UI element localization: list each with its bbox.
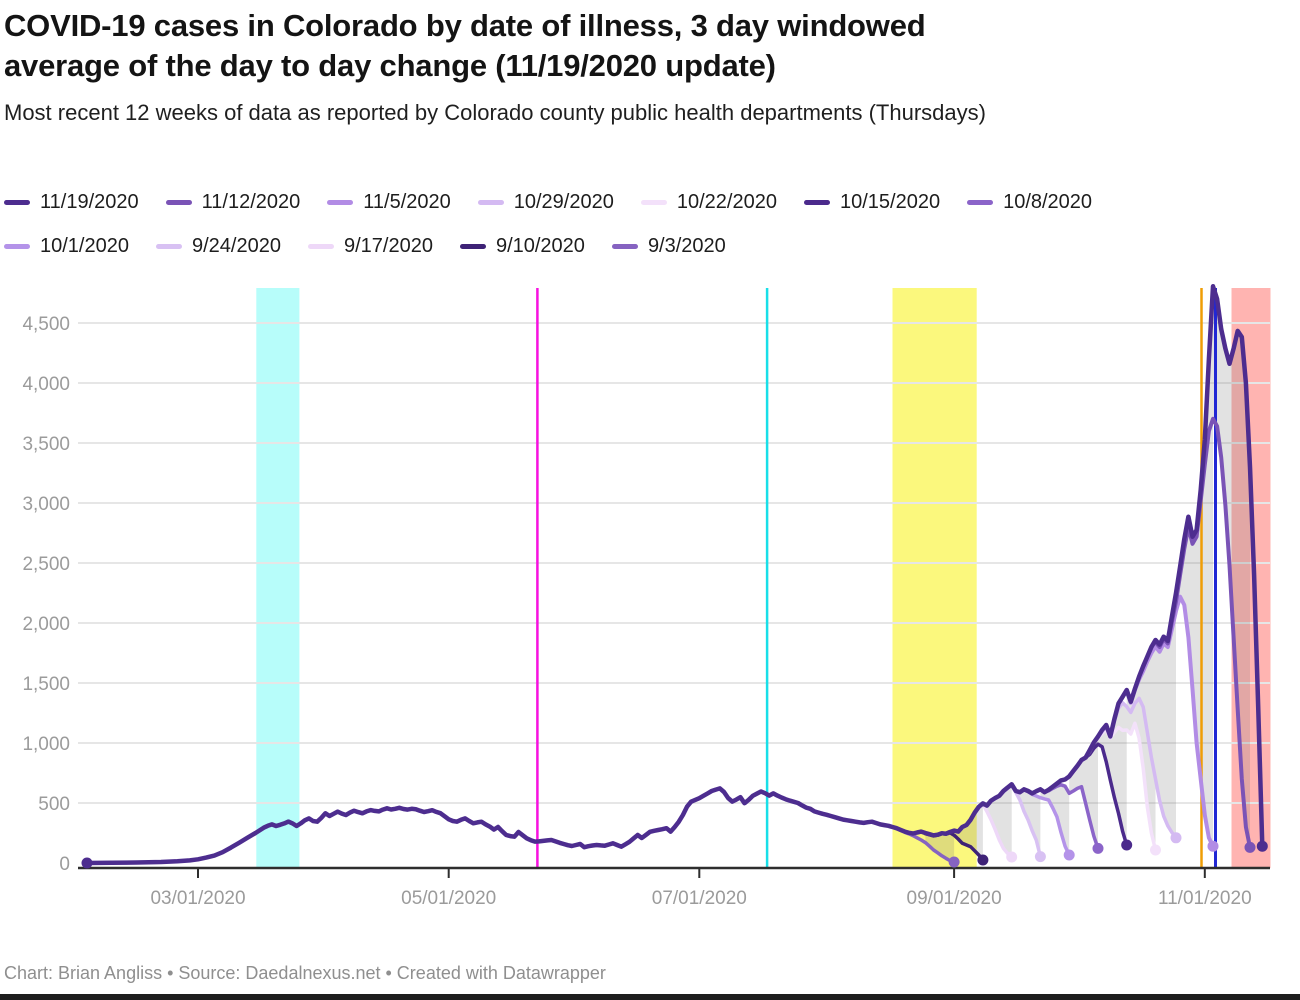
bottom-border-bar — [0, 994, 1300, 1000]
y-tick-label: 0 — [59, 854, 70, 875]
series-line-11/19/2020 — [84, 284, 1265, 866]
legend-item: 10/15/2020 — [803, 190, 941, 214]
y-tick-label: 500 — [38, 794, 70, 815]
march-highlight-band — [256, 288, 300, 868]
diff-fill — [1155, 286, 1250, 848]
x-tick-label: 07/01/2020 — [652, 888, 747, 909]
x-tick-label: 05/01/2020 — [401, 888, 496, 909]
legend-row-2: 10/1/2020 9/24/2020 9/17/2020 9/10/2020 9/3/… — [4, 224, 1294, 268]
series-end-dot-9/10/2020 — [977, 854, 989, 866]
legend-swatch — [155, 243, 182, 249]
legend-label: 10/15/2020 — [839, 190, 941, 213]
series-end-dot-9/17/2020 — [1006, 851, 1018, 863]
chart-canvas: 0 500 1,000 1,500 2,000 2,500 3,000 3,500 4,000 4… — [22, 284, 1271, 909]
chart-area: 0 500 1,000 1,500 2,000 2,500 3,000 3,500 4,000 4… — [0, 270, 1300, 960]
legend-label: 9/10/2020 — [495, 234, 585, 257]
legend-label: 9/3/2020 — [647, 234, 726, 257]
legend-label: 10/8/2020 — [1003, 190, 1093, 213]
y-tick-label: 3,000 — [22, 494, 70, 515]
legend-label: 10/22/2020 — [676, 190, 777, 213]
series-end-dot-9/3/2020 — [948, 856, 960, 868]
legend-swatch — [307, 243, 334, 249]
legend-label: 10/1/2020 — [40, 234, 129, 257]
plot-bands — [256, 288, 1271, 868]
diff-fill — [1011, 785, 1041, 857]
series-end-dot-10/1/2020 — [1063, 849, 1075, 861]
diff-fill — [1126, 611, 1176, 838]
legend-swatch — [459, 243, 486, 249]
legend-swatch — [327, 199, 354, 205]
x-tick-label: 11/01/2020 — [1158, 888, 1252, 909]
legend-item: 9/17/2020 — [307, 234, 433, 258]
legend-item: 10/29/2020 — [477, 190, 614, 214]
series-end-dot-11/19/2020 — [1256, 840, 1268, 852]
chart-subtitle: Most recent 12 weeks of data as reported… — [4, 100, 986, 125]
series-start-dot-11/19/2020 — [81, 857, 93, 869]
series-end-dot-10/29/2020 — [1170, 832, 1182, 844]
y-tick-label: 2,500 — [22, 554, 70, 575]
legend-label: 10/29/2020 — [513, 190, 614, 213]
legend-swatch — [4, 243, 30, 249]
legend-item: 11/12/2020 — [165, 190, 301, 214]
chart-title-line1: COVID-19 cases in Colorado by date of il… — [4, 8, 926, 43]
diff-fill — [1040, 784, 1070, 855]
diff-fill — [1069, 727, 1127, 845]
y-tick-label: 1,000 — [22, 734, 70, 755]
legend-swatch — [640, 199, 667, 205]
legend-label: 9/24/2020 — [191, 234, 281, 257]
legend: 11/19/2020 11/12/2020 11/5/2020 10/29/2020 1… — [4, 180, 1294, 268]
x-tick-label: 09/01/2020 — [907, 888, 1002, 909]
x-tick-label: 03/01/2020 — [150, 888, 245, 909]
chart-header: COVID-19 cases in Colorado by date of il… — [4, 6, 1284, 126]
y-tick-label: 1,500 — [22, 674, 70, 695]
legend-swatch — [803, 199, 830, 205]
y-axis-labels: 0 500 1,000 1,500 2,000 2,500 3,000 3,500 4,000 4… — [22, 314, 70, 875]
series-end-dot-10/22/2020 — [1150, 844, 1161, 856]
august-highlight-band — [892, 288, 977, 868]
data-point-dots — [81, 832, 1268, 869]
legend-item: 9/24/2020 — [155, 234, 281, 258]
chart-footer: Chart: Brian Angliss • Source: Daedalnex… — [4, 963, 606, 983]
chart-title-line2: average of the day to day change (11/19/… — [4, 48, 776, 83]
legend-item: 11/19/2020 — [4, 191, 139, 214]
legend-label: 11/19/2020 — [40, 190, 139, 213]
gridlines — [78, 322, 1270, 804]
chart-title: COVID-19 cases in Colorado by date of il… — [4, 6, 1284, 86]
series-end-dot-9/24/2020 — [1034, 851, 1046, 863]
legend-item: 11/5/2020 — [327, 191, 451, 214]
legend-item: 10/1/2020 — [4, 235, 129, 258]
y-tick-label: 4,500 — [22, 314, 70, 335]
series-end-dot-11/5/2020 — [1207, 840, 1219, 852]
legend-swatch — [477, 199, 504, 205]
series-end-dot-10/15/2020 — [1121, 839, 1133, 851]
legend-swatch — [165, 199, 192, 205]
legend-swatch — [967, 199, 994, 205]
legend-swatch — [4, 199, 30, 205]
diff-fill — [1098, 698, 1156, 850]
legend-label: 11/5/2020 — [363, 190, 451, 213]
series-end-dot-11/12/2020 — [1244, 841, 1256, 853]
legend-item: 10/22/2020 — [640, 190, 777, 214]
x-axis: 03/01/2020 05/01/2020 07/01/2020 09/01/2020… — [78, 866, 1270, 909]
y-tick-label: 4,000 — [22, 374, 70, 395]
y-tick-label: 2,000 — [22, 614, 70, 635]
legend-item: 10/8/2020 — [967, 191, 1092, 214]
november-highlight-band — [1231, 288, 1271, 868]
series-end-dot-10/8/2020 — [1092, 842, 1104, 854]
legend-label: 9/17/2020 — [343, 234, 433, 257]
diff-fill — [954, 804, 983, 860]
series-lines — [84, 284, 1265, 866]
y-tick-label: 3,500 — [22, 434, 70, 455]
legend-label: 11/12/2020 — [201, 190, 301, 213]
diff-fill — [925, 832, 955, 862]
legend-row-1: 11/19/2020 11/12/2020 11/5/2020 10/29/2020 1… — [4, 180, 1294, 224]
legend-item: 9/3/2020 — [611, 234, 726, 258]
legend-item: 9/10/2020 — [459, 234, 585, 258]
legend-swatch — [611, 243, 638, 249]
